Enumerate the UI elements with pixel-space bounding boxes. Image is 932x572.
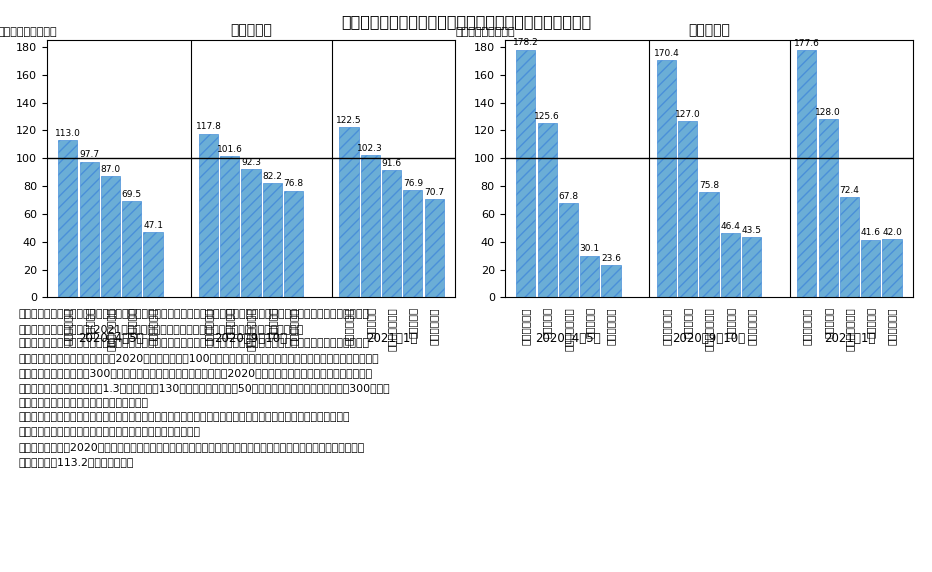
Bar: [538, 122, 556, 297]
Bar: [199, 133, 218, 297]
Text: 101.6: 101.6: [217, 145, 242, 154]
Bar: [699, 192, 719, 297]
Text: 23.6: 23.6: [601, 253, 621, 263]
Text: 178.2: 178.2: [513, 38, 539, 47]
Text: 30.1: 30.1: [580, 244, 600, 253]
Bar: [559, 203, 578, 297]
Text: 76.8: 76.8: [283, 180, 304, 189]
Bar: [101, 176, 120, 297]
Bar: [59, 140, 77, 297]
Text: 2020年9～10月: 2020年9～10月: [672, 332, 746, 345]
Bar: [840, 197, 859, 297]
Text: 69.5: 69.5: [122, 190, 142, 198]
Text: 41.6: 41.6: [861, 228, 881, 237]
Text: 125.6: 125.6: [534, 112, 560, 121]
Text: 70.7: 70.7: [424, 188, 445, 197]
Bar: [861, 240, 881, 297]
Text: 117.8: 117.8: [196, 122, 222, 132]
Bar: [220, 156, 240, 297]
Text: 75.8: 75.8: [699, 181, 719, 190]
Bar: [678, 121, 697, 297]
Bar: [122, 201, 142, 297]
Text: 2021年1月: 2021年1月: [366, 332, 418, 345]
Bar: [361, 155, 380, 297]
Text: 113.0: 113.0: [55, 129, 81, 138]
Bar: [601, 265, 621, 297]
Text: 76.9: 76.9: [403, 180, 423, 188]
Text: 177.6: 177.6: [794, 39, 820, 48]
Bar: [818, 120, 838, 297]
Bar: [404, 190, 422, 297]
Text: 2020年4～5月: 2020年4～5月: [77, 332, 144, 345]
Text: 46.4: 46.4: [720, 222, 740, 231]
Bar: [79, 161, 99, 297]
Text: 43.5: 43.5: [742, 226, 761, 235]
Text: 122.5: 122.5: [336, 116, 362, 125]
Text: 付２－（１）－５図　忙しさと負担の関係（労働者調査）: 付２－（１）－５図 忙しさと負担の関係（労働者調査）: [341, 14, 591, 29]
Text: 42.0: 42.0: [882, 228, 902, 237]
Text: 127.0: 127.0: [675, 110, 701, 118]
Text: 128.0: 128.0: [816, 108, 841, 117]
Text: 92.3: 92.3: [241, 158, 261, 167]
Bar: [797, 50, 816, 297]
Text: 47.1: 47.1: [144, 221, 163, 230]
Text: 91.6: 91.6: [381, 159, 402, 168]
Text: 170.4: 170.4: [653, 49, 679, 58]
Text: 82.2: 82.2: [263, 172, 282, 181]
Bar: [720, 233, 740, 297]
Text: 97.7: 97.7: [79, 150, 99, 160]
Title: 肉体的負担: 肉体的負担: [230, 23, 272, 38]
Bar: [339, 127, 359, 297]
Bar: [516, 50, 535, 297]
Bar: [580, 256, 599, 297]
Text: 67.8: 67.8: [558, 192, 579, 201]
Text: 2020年4～5月: 2020年4～5月: [536, 332, 601, 345]
Text: 資料出所　（独）労働政策研究・研修機構「新型コロナウイルス感染症の感染拡大下における労働者の働き方に関する調
　　査（労働者調査）」(2021年）をもとに厚生労: 資料出所 （独）労働政策研究・研修機構「新型コロナウイルス感染症の感染拡大下にお…: [19, 309, 391, 467]
Text: （主観的な忙しさ）: （主観的な忙しさ）: [0, 27, 57, 37]
Bar: [144, 232, 163, 297]
Bar: [263, 183, 281, 297]
Bar: [382, 170, 401, 297]
Text: 2021年1月: 2021年1月: [824, 332, 875, 345]
Bar: [657, 61, 676, 297]
Bar: [284, 190, 303, 297]
Text: （主観的な忙しさ）: （主観的な忙しさ）: [456, 27, 515, 37]
Bar: [883, 239, 901, 297]
Title: 精神的負担: 精神的負担: [688, 23, 730, 38]
Text: 72.4: 72.4: [840, 186, 859, 194]
Bar: [742, 237, 761, 297]
Text: 2020年9～10月: 2020年9～10月: [214, 332, 288, 345]
Bar: [241, 169, 261, 297]
Text: 87.0: 87.0: [101, 165, 120, 174]
Text: 102.3: 102.3: [357, 144, 383, 153]
Bar: [425, 199, 444, 297]
